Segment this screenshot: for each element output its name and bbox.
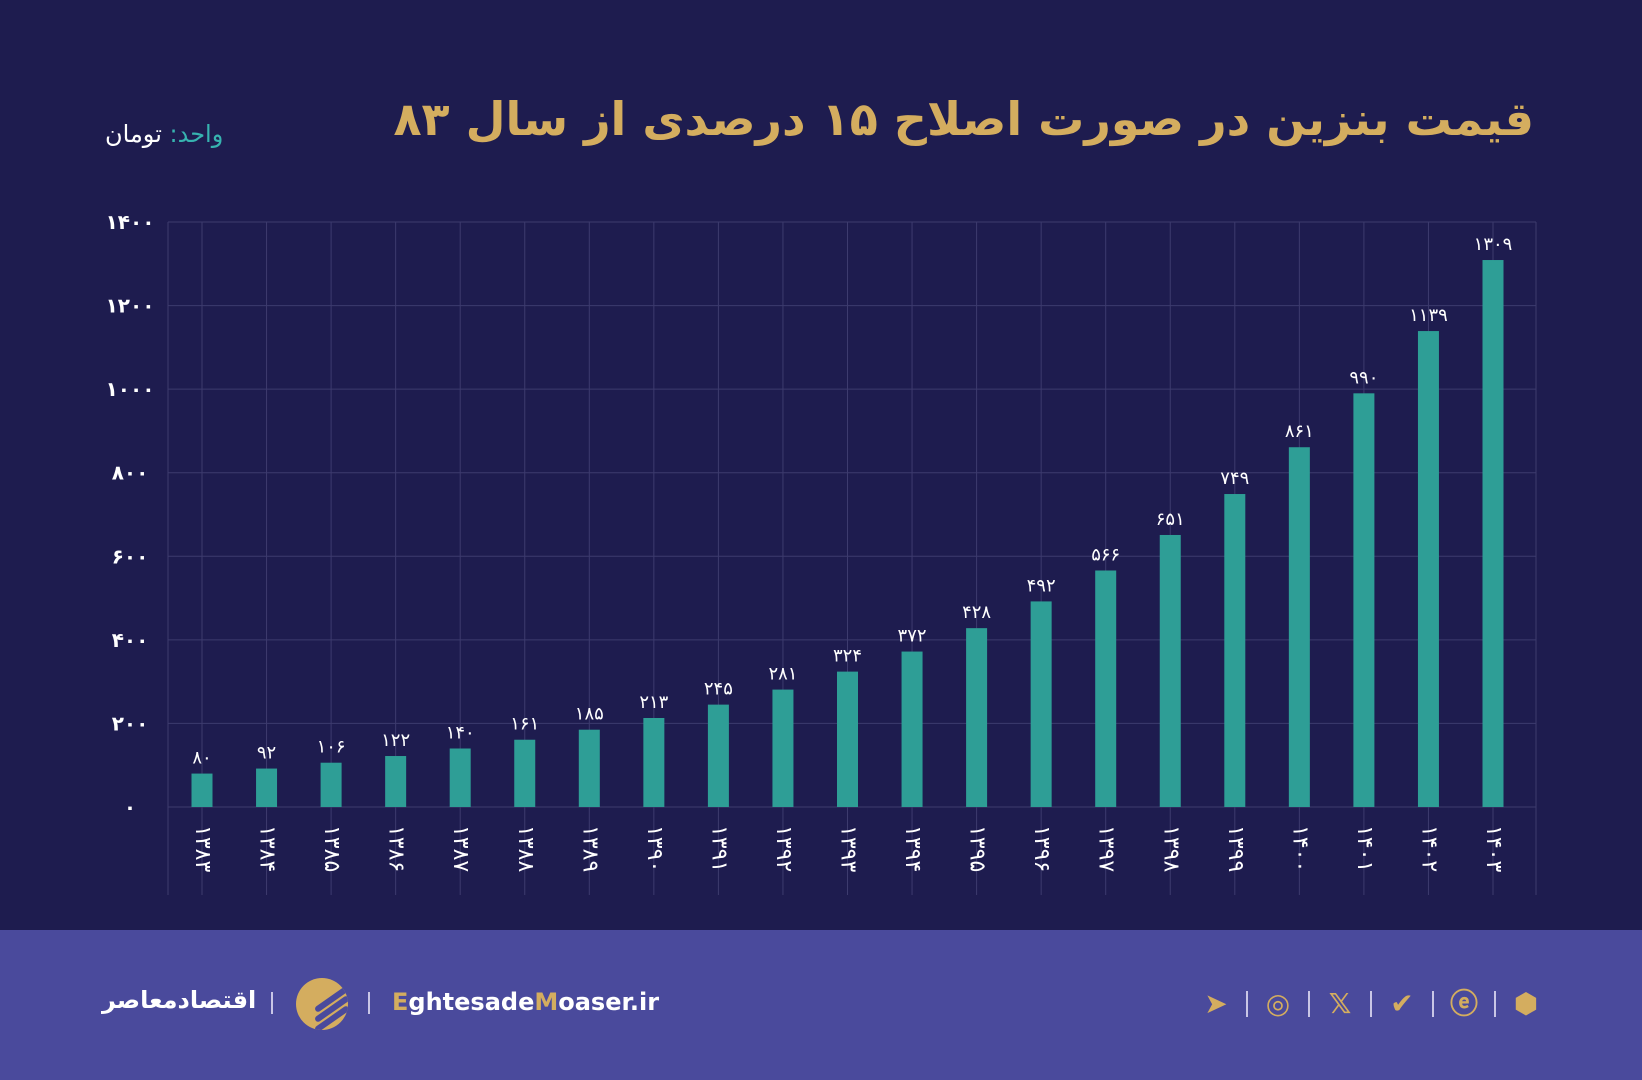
data-label: ۲۴۵ (704, 679, 733, 700)
logo-icon (296, 978, 348, 1030)
x-tick-label: ۱۳۹۳ (836, 825, 861, 872)
x-tick-label: ۱۳۸۴ (255, 825, 280, 872)
x-tick-label: ۱۳۸۵ (319, 825, 344, 872)
bar (1030, 601, 1052, 807)
data-label: ۹۹۰ (1349, 367, 1378, 388)
x-tick-label: ۱۳۹۹ (1223, 825, 1248, 872)
x-tick-label: ۱۳۹۷ (1094, 825, 1119, 872)
divider (368, 992, 370, 1014)
unit-value: تومان (105, 120, 162, 148)
data-label: ۴۹۲ (1027, 575, 1056, 596)
unit-key: واحد: (169, 120, 224, 148)
x-tick-label: ۱۳۹۲ (771, 825, 796, 872)
y-tick-label: ۱۰۰۰ (106, 377, 155, 401)
data-label: ۱۳۰۹ (1474, 234, 1513, 255)
bar (578, 729, 600, 807)
rubika-icon[interactable]: ⓔ (1449, 987, 1478, 1020)
bar (191, 773, 213, 807)
bar (772, 689, 794, 807)
data-label: ۱۲۲ (381, 730, 410, 751)
x-tick-label: ۱۳۹۴ (900, 825, 925, 872)
data-label: ۵۶۶ (1091, 544, 1120, 565)
y-tick-label: ۱۴۰۰ (106, 210, 155, 234)
social-icons: ➤ ◎ 𝕏 ✔ ⓔ ⬢ (1200, 988, 1542, 1020)
y-tick-label: ۶۰۰ (112, 544, 149, 568)
data-label: ۱۸۵ (575, 704, 604, 725)
data-label: ۱۶۱ (510, 714, 539, 735)
x-tick-label: ۱۳۸۹ (577, 825, 602, 872)
bar (1288, 447, 1310, 807)
y-tick-label: ۴۰۰ (112, 628, 149, 652)
x-tick-label: ۱۴۰۱ (1352, 825, 1377, 872)
bar (643, 717, 665, 807)
x-tick-label: ۱۳۹۵ (965, 825, 990, 872)
bar (1353, 393, 1375, 807)
bar (514, 739, 536, 807)
y-tick-label: ۱۲۰۰ (106, 294, 155, 318)
bale-icon[interactable]: ⬢ (1513, 987, 1539, 1020)
data-label: ۲۸۱ (768, 664, 797, 685)
x-tick-label: ۱۳۹۸ (1158, 825, 1183, 872)
instagram-icon[interactable]: ◎ (1265, 987, 1291, 1020)
bar (966, 628, 988, 807)
unit-label: واحد: تومان (105, 120, 223, 148)
x-tick-label: ۱۳۸۶ (384, 825, 409, 872)
bar (837, 671, 858, 807)
bar-chart: ۰ ۲۰۰ ۴۰۰ ۶۰۰ ۸۰۰ ۱۰۰۰ ۱۲۰۰ ۱۴۰۰ ۸۰ ۱۳۸۳ ۹۲ ۱۳۸۴ ۱۰۶… (106, 210, 1537, 895)
bar (385, 756, 407, 807)
x-tick-label: ۱۳۹۱ (706, 825, 731, 872)
x-icon[interactable]: 𝕏 (1328, 987, 1352, 1020)
data-label: ۱۰۶ (317, 737, 346, 758)
x-tick-label: ۱۴۰۳ (1481, 825, 1506, 872)
brand-name: اقتصادمعاصر (102, 986, 257, 1014)
telegram-icon[interactable]: ➤ (1204, 987, 1228, 1020)
chart-title: قیمت بنزین در صورت اصلاح ۱۵ درصدی از سال… (393, 92, 1534, 146)
bar (1417, 331, 1439, 807)
y-tick-label: ۰ (124, 795, 136, 819)
data-label: ۸۰ (192, 748, 211, 769)
data-label: ۱۱۳۹ (1409, 305, 1448, 326)
bar (707, 704, 729, 807)
x-tick-label: ۱۳۸۸ (513, 825, 538, 872)
data-label: ۳۷۲ (898, 626, 927, 647)
data-label: ۳۲۴ (833, 646, 862, 667)
bar (901, 651, 923, 807)
website-link[interactable]: EghtesadeMoaser.ir (392, 988, 660, 1016)
x-tick-label: ۱۴۰۰ (1287, 825, 1312, 872)
y-tick-label: ۲۰۰ (112, 711, 149, 735)
eitaa-icon[interactable]: ✔ (1390, 987, 1414, 1020)
data-label: ۹۲ (257, 743, 276, 764)
x-tick-label: ۱۳۹۶ (1029, 825, 1054, 872)
bar (1095, 570, 1117, 807)
bar (320, 762, 342, 807)
x-tick-label: ۱۴۰۲ (1416, 825, 1441, 872)
x-tick-label: ۱۳۹۰ (642, 825, 667, 872)
bar (1159, 534, 1181, 807)
data-label: ۲۱۳ (639, 692, 668, 713)
bar (256, 768, 278, 807)
data-label: ۱۴۰ (446, 723, 475, 744)
data-label: ۸۶۱ (1285, 421, 1314, 442)
data-label: ۷۴۹ (1220, 468, 1249, 489)
x-tick-label: ۱۳۸۷ (448, 825, 473, 872)
data-label: ۴۲۸ (962, 602, 991, 623)
divider (271, 992, 273, 1014)
x-tick-label: ۱۳۸۳ (190, 825, 215, 872)
data-label: ۶۵۱ (1156, 509, 1185, 530)
footer: اقتصادمعاصر EghtesadeMoaser.ir ➤ ◎ 𝕏 ✔ ⓔ… (0, 930, 1642, 1080)
bar (1224, 494, 1246, 807)
y-tick-label: ۸۰۰ (112, 461, 149, 485)
bar (449, 748, 471, 807)
bar (1482, 260, 1504, 807)
